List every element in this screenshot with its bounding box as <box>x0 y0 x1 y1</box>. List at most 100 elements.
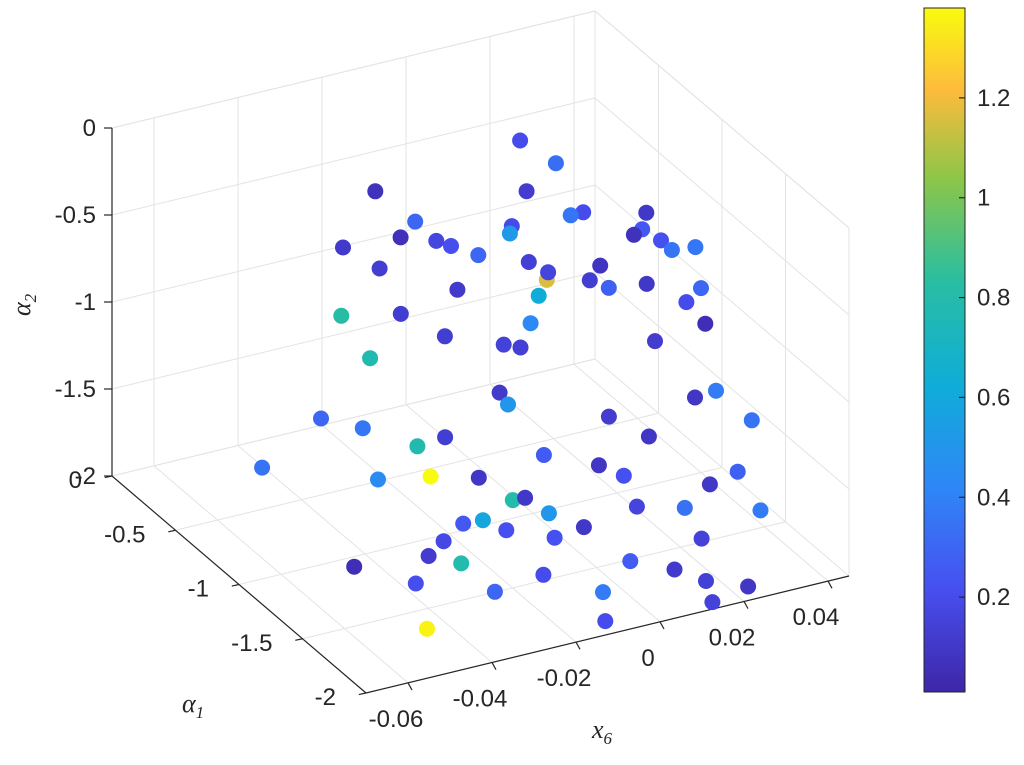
scatter-point <box>522 315 539 332</box>
scatter-point <box>443 238 459 254</box>
colorbar-tick-label: 0.2 <box>977 584 1010 611</box>
scatter-point <box>752 502 769 519</box>
scatter-point <box>435 533 452 550</box>
tick-mark <box>231 583 240 587</box>
scatter-point <box>663 242 680 258</box>
z-tick-label: -0.5 <box>55 202 96 229</box>
scatter-point <box>346 558 363 575</box>
grid-line <box>111 97 596 216</box>
scatter-point <box>518 183 535 200</box>
box-edge <box>111 10 596 129</box>
scatter-point <box>437 429 454 446</box>
scatter-point <box>600 408 617 425</box>
z-tick-label: -2 <box>75 463 96 490</box>
scatter-point <box>615 467 632 484</box>
tick-mark <box>827 580 833 589</box>
scatter-point <box>498 522 515 539</box>
scatter-point <box>592 257 609 274</box>
scatter-point <box>562 207 579 224</box>
x-tick-label: -0.04 <box>453 685 508 712</box>
scatter-point <box>540 505 557 522</box>
tick-mark <box>358 692 367 696</box>
scatter-point <box>470 247 487 264</box>
scatter-point <box>362 350 379 367</box>
colorbar-tick-label: 1 <box>977 185 990 212</box>
scatter-point <box>666 561 683 578</box>
scatter-point <box>455 515 472 532</box>
scatter-point <box>335 239 351 256</box>
scatter-point <box>491 384 508 401</box>
z-axis-label: α2 <box>7 293 40 316</box>
z-tick-label: -1.5 <box>55 376 96 403</box>
x-tick-label: -0.06 <box>369 706 424 733</box>
scatter-point <box>453 555 470 572</box>
scatter-point <box>625 226 642 243</box>
scatter-point <box>729 463 746 480</box>
scatter-point <box>407 575 424 592</box>
colorbar-tick-label: 1.2 <box>977 85 1010 112</box>
scatter-point <box>449 281 466 298</box>
scatter-point <box>495 336 512 353</box>
scatter-point <box>653 232 669 249</box>
scatter-point <box>597 613 614 630</box>
scatter-point <box>638 275 655 292</box>
scatter-point <box>371 260 388 277</box>
scatter-point <box>687 239 704 256</box>
scatter-point <box>367 183 384 200</box>
axes-grid <box>111 10 850 694</box>
grid-line <box>594 97 850 316</box>
y-tick-label: -0.5 <box>104 521 145 548</box>
scatter-point <box>409 438 426 455</box>
grid-line <box>111 184 596 303</box>
scatter-point <box>743 412 760 429</box>
x-axis-line <box>365 575 850 694</box>
scatter-point <box>535 566 552 583</box>
scatter-point <box>693 280 709 297</box>
tick-mark <box>168 529 176 533</box>
scatter-point <box>693 530 710 547</box>
x-tick-label: 0 <box>641 645 654 672</box>
scatter-point <box>504 492 521 509</box>
tick-mark <box>575 641 581 650</box>
scatter-point <box>474 512 491 529</box>
scatter-point <box>422 468 439 485</box>
y-tick-label: -2 <box>315 684 336 711</box>
tick-mark <box>407 682 413 691</box>
scatter-point <box>600 279 617 296</box>
grid-line <box>111 271 596 390</box>
tick-labels: -0.06-0.04-0.0200.020.040-0.5-1-1.5-20-0… <box>55 115 840 733</box>
grid-line <box>111 358 596 477</box>
scatter-point <box>370 471 386 488</box>
data-points <box>254 132 769 637</box>
tick-mark <box>743 601 749 609</box>
scatter-point <box>392 305 409 322</box>
scatter-point <box>622 553 639 570</box>
axis-labels: x6 α1 α2 <box>7 293 613 748</box>
scatter-point <box>428 232 445 249</box>
grid-line <box>594 358 850 577</box>
scatter-point <box>520 254 537 270</box>
scatter-point <box>740 578 757 595</box>
grid-line <box>594 184 850 403</box>
grid-line <box>594 271 850 490</box>
scatter-point <box>698 573 714 589</box>
scatter-point <box>392 229 409 246</box>
z-tick-label: 0 <box>83 115 96 142</box>
y-tick-label: 0 <box>69 467 82 494</box>
scatter-point <box>420 548 437 564</box>
tick-mark <box>491 662 497 670</box>
x-tick-label: 0.02 <box>709 624 756 651</box>
scatter-point <box>676 499 693 516</box>
x-tick-label: 0.04 <box>793 604 840 631</box>
colorbar-tick-label: 0.4 <box>977 484 1010 511</box>
scatter-point <box>512 132 529 149</box>
scatter-point <box>590 457 607 474</box>
colorbar-gradient <box>923 7 966 693</box>
scatter-point <box>595 584 611 601</box>
x-axis-label: x6 <box>591 715 613 748</box>
x-tick-label: -0.02 <box>537 665 592 692</box>
colorbar-tick-label: 0.6 <box>977 384 1010 411</box>
scatter-point <box>419 620 435 637</box>
scatter-point <box>470 469 487 486</box>
